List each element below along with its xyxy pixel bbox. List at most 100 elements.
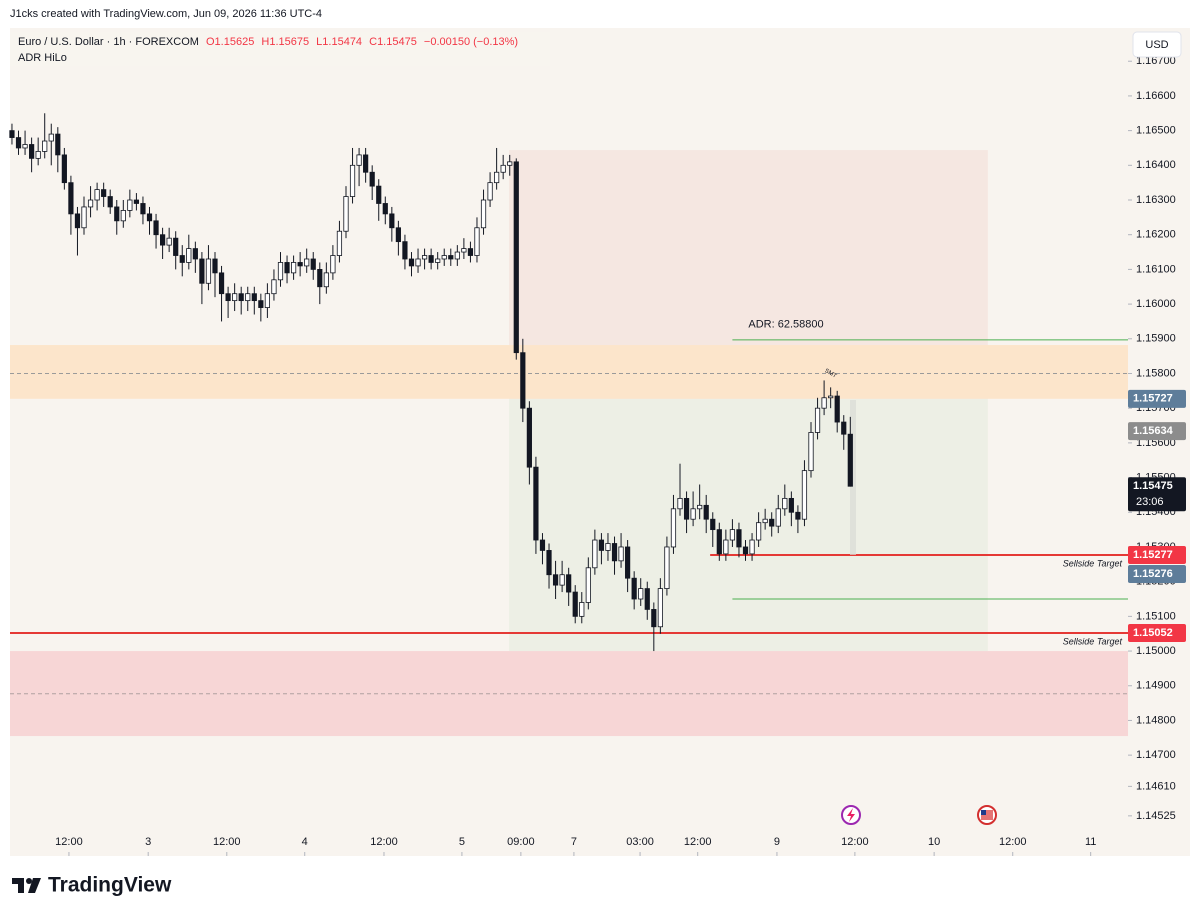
candle-body	[670, 508, 677, 548]
footer-logo: TradingView	[48, 874, 172, 897]
price-axis	[1128, 28, 1190, 856]
plot: ADR: 62.58800 Sellside Target Sellside Tar…	[9, 113, 1128, 737]
candle-body	[644, 588, 650, 610]
candle-body	[212, 258, 218, 274]
candle-body	[408, 258, 415, 267]
symbol-legend: Euro / U.S. Dollar · 1h · FOREXCOM O1.15…	[18, 36, 518, 48]
candle-body	[801, 470, 808, 520]
candle-body	[664, 546, 670, 589]
candle-body	[716, 529, 722, 555]
candle-body	[114, 206, 120, 222]
indicator: ADR HiLo	[18, 52, 67, 64]
candle-body	[382, 203, 388, 215]
candle-body	[526, 407, 532, 468]
x-tick-label: 7	[571, 836, 577, 848]
currency-button[interactable]	[1132, 31, 1182, 58]
candle-body	[703, 504, 709, 520]
candle-body	[87, 199, 94, 208]
low: L1.15474	[316, 36, 362, 48]
credit: J1cks created with TradingView.com, Jun …	[10, 8, 322, 20]
currency[interactable]: USD	[1145, 39, 1168, 51]
x-tick-label: 11	[1085, 836, 1096, 848]
price-label: 1.15475	[1133, 480, 1173, 492]
candle-body	[323, 272, 329, 288]
candle-body	[592, 539, 598, 569]
y-tick-label: 1.16300	[1136, 194, 1176, 206]
candle-body	[611, 543, 618, 562]
symbol: Euro / U.S. Dollar · 1h · FOREXCOM	[18, 36, 199, 48]
candle-body	[769, 518, 775, 527]
candle-body	[35, 151, 41, 159]
candle-body	[441, 255, 447, 260]
x-tick-label: 12:00	[999, 836, 1027, 848]
level-label: ADR: 62.58800	[748, 319, 823, 331]
candle-body	[762, 518, 768, 524]
candle-body	[166, 237, 172, 246]
candle-body	[847, 433, 853, 487]
candle-body	[284, 262, 290, 274]
y-tick-label: 1.16700	[1136, 55, 1176, 67]
candle-body	[330, 255, 336, 274]
candle-body	[94, 189, 100, 201]
y-tick-label: 1.14800	[1136, 714, 1176, 726]
candle-body	[828, 395, 834, 399]
candle-body	[42, 140, 48, 152]
candle-body	[107, 196, 113, 208]
candle-body	[480, 199, 487, 229]
candle-body	[546, 550, 552, 576]
candle-body	[389, 213, 395, 229]
candle-body	[520, 352, 526, 409]
candle-body	[690, 508, 696, 520]
candle-body	[742, 546, 749, 555]
candle-body	[625, 546, 631, 579]
candle-body	[566, 574, 572, 593]
candle-body	[710, 518, 716, 531]
candle-body	[179, 255, 185, 263]
candle-body	[841, 421, 847, 435]
candle-body	[487, 182, 493, 201]
candle-body	[474, 227, 480, 256]
candle-body	[500, 164, 506, 173]
candle-body	[120, 210, 126, 222]
x-tick-label: 12:00	[841, 836, 869, 848]
candle-body	[186, 248, 192, 263]
x-tick-label: 3	[145, 836, 151, 848]
candle-body	[539, 539, 546, 551]
candle-body	[218, 272, 225, 295]
candle-body	[494, 171, 500, 184]
high: H1.15675	[261, 36, 309, 48]
candle-body	[29, 144, 35, 159]
price-label-bg	[1128, 422, 1186, 441]
y-tick-label: 1.16200	[1136, 229, 1176, 241]
candle-body	[395, 227, 401, 243]
candle-body	[205, 258, 212, 284]
candle-body	[435, 258, 441, 263]
x-tick-label: 12:00	[213, 836, 241, 848]
candle-body	[146, 213, 153, 222]
y-tick-label: 1.16000	[1136, 298, 1176, 310]
level-label: Sellside Target	[1063, 558, 1123, 568]
candle-body	[821, 397, 827, 409]
candle-body	[127, 199, 133, 211]
x-tick-label: 12:00	[684, 836, 712, 848]
candle-body	[290, 262, 297, 274]
price-label: 1.15276	[1133, 568, 1173, 580]
candle-body	[363, 154, 369, 173]
event-icon	[977, 805, 997, 825]
candle-body	[461, 248, 467, 253]
candle-body	[533, 466, 539, 541]
candle-body	[140, 203, 146, 215]
candle-body	[834, 395, 840, 423]
y-tick-label: 1.16600	[1136, 90, 1176, 102]
y-tick-label: 1.15900	[1136, 333, 1176, 345]
candle-body	[304, 258, 310, 267]
x-tick-label: 5	[459, 836, 465, 848]
price-label-bg	[1128, 564, 1186, 583]
candle-body	[585, 567, 591, 603]
candle-body	[598, 539, 605, 551]
candle-body	[775, 508, 781, 527]
price-label-bg	[1128, 624, 1186, 643]
y-tick-label: 1.14700	[1136, 749, 1176, 761]
candle-body	[15, 137, 22, 149]
candle-body	[133, 199, 140, 204]
